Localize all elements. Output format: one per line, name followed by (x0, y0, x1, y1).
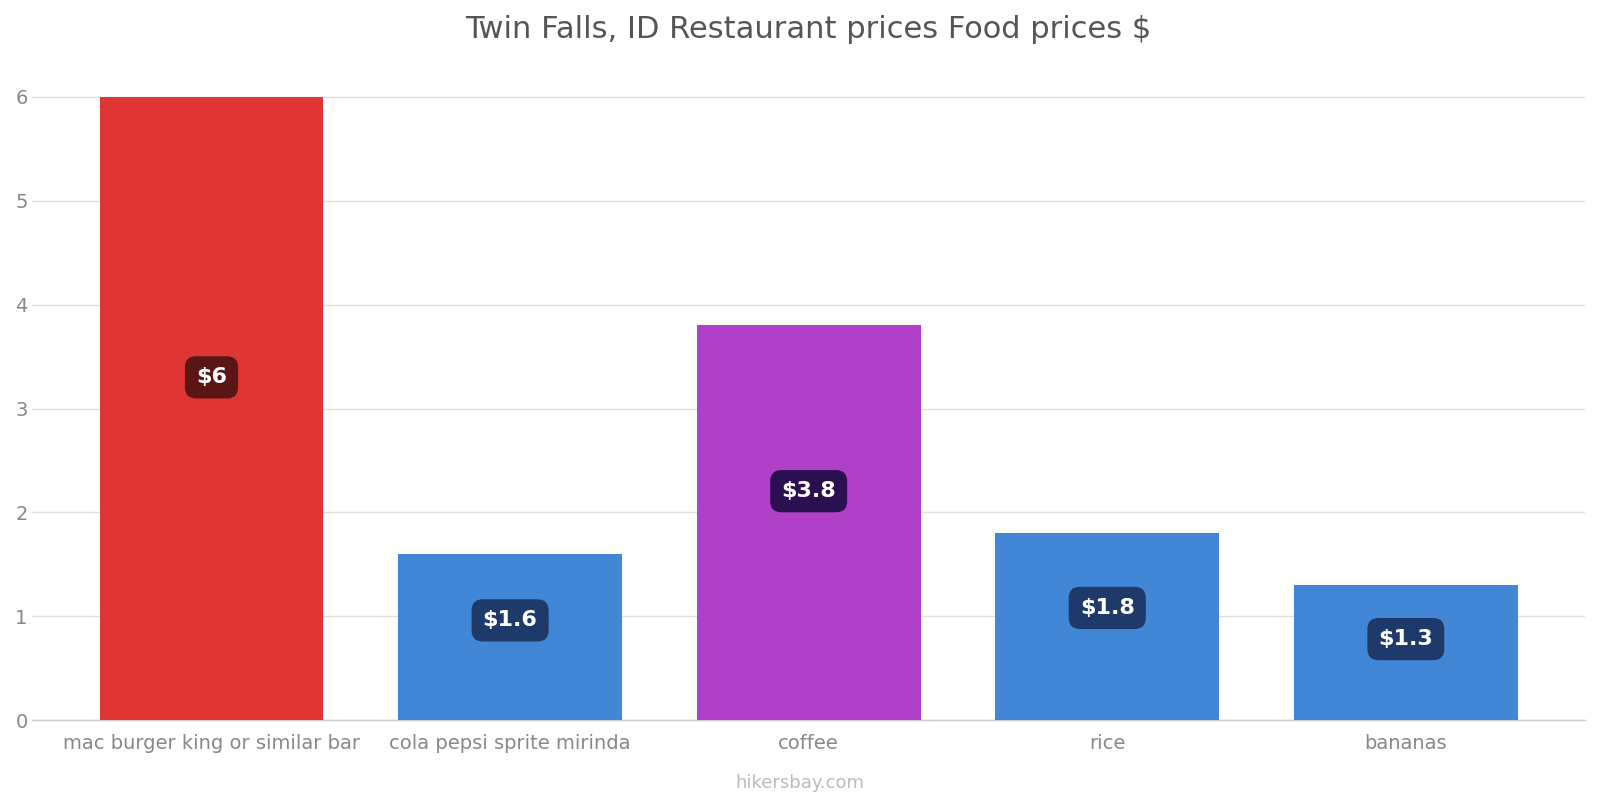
Text: hikersbay.com: hikersbay.com (736, 774, 864, 792)
Bar (398, 554, 622, 720)
Text: $1.8: $1.8 (1080, 598, 1134, 618)
Text: $1.3: $1.3 (1379, 629, 1434, 649)
Bar (1294, 585, 1518, 720)
Bar (99, 97, 323, 720)
Bar (696, 326, 920, 720)
Text: $3.8: $3.8 (781, 481, 837, 501)
Title: Twin Falls, ID Restaurant prices Food prices $: Twin Falls, ID Restaurant prices Food pr… (466, 15, 1152, 44)
Bar (995, 533, 1219, 720)
Text: $1.6: $1.6 (483, 610, 538, 630)
Text: $6: $6 (197, 367, 227, 387)
